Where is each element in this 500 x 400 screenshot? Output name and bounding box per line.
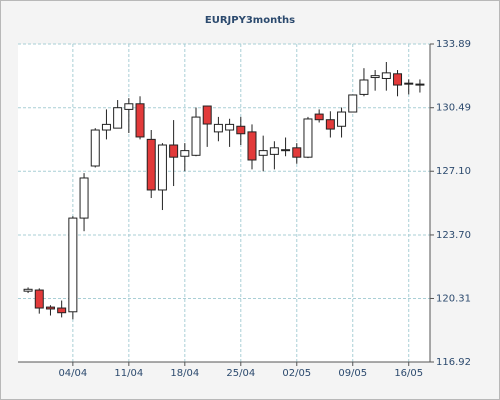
candle-body: [213, 123, 223, 133]
x-tick-label: 18/04: [170, 368, 199, 379]
candle-body: [337, 111, 347, 127]
candle-body: [79, 177, 89, 219]
candle-body: [404, 82, 414, 85]
y-tick-label: 127.10: [436, 166, 471, 177]
candle-body: [169, 144, 179, 158]
x-tick-label: 11/04: [114, 368, 143, 379]
candle-body: [236, 125, 246, 135]
candle-body: [325, 119, 335, 130]
candle-body: [381, 72, 391, 79]
y-tick-label: 130.49: [436, 103, 471, 114]
x-tick-label: 04/04: [58, 368, 87, 379]
candle-body: [303, 118, 313, 158]
y-tick-label: 133.89: [436, 39, 471, 50]
candle-body: [258, 150, 268, 156]
candle-body: [269, 147, 279, 155]
candle-body: [23, 288, 33, 292]
y-tick-label: 120.31: [436, 293, 471, 304]
candle-body: [101, 123, 111, 131]
y-tick-label: 116.92: [436, 357, 471, 368]
candle-body: [393, 73, 403, 86]
candle-body: [113, 107, 123, 129]
candle-body: [202, 105, 212, 125]
candle-body: [90, 129, 100, 167]
candle-body: [370, 75, 380, 79]
candle-body: [415, 83, 425, 86]
candle-body: [135, 103, 145, 138]
candle-body: [34, 289, 44, 309]
candle-body: [348, 94, 358, 113]
chart-title: EURJPY3months: [205, 15, 295, 26]
candle-body: [180, 150, 190, 157]
x-tick-label: 09/05: [338, 368, 367, 379]
candle-body: [191, 116, 201, 156]
candle-body: [124, 103, 134, 110]
candle-body: [157, 144, 167, 191]
candle-body: [146, 138, 156, 191]
candle-body: [359, 79, 369, 95]
candle-body: [45, 306, 55, 310]
candle-body: [247, 131, 257, 161]
candle-body: [292, 147, 302, 158]
candle-body: [281, 149, 291, 152]
candle-body: [225, 123, 235, 131]
y-tick-label: 123.70: [436, 230, 471, 241]
candle-body: [314, 113, 324, 121]
x-tick-label: 25/04: [226, 368, 255, 379]
candle-body: [57, 307, 67, 314]
candle-body: [68, 217, 78, 313]
x-tick-label: 02/05: [282, 368, 311, 379]
x-tick-label: 16/05: [394, 368, 423, 379]
